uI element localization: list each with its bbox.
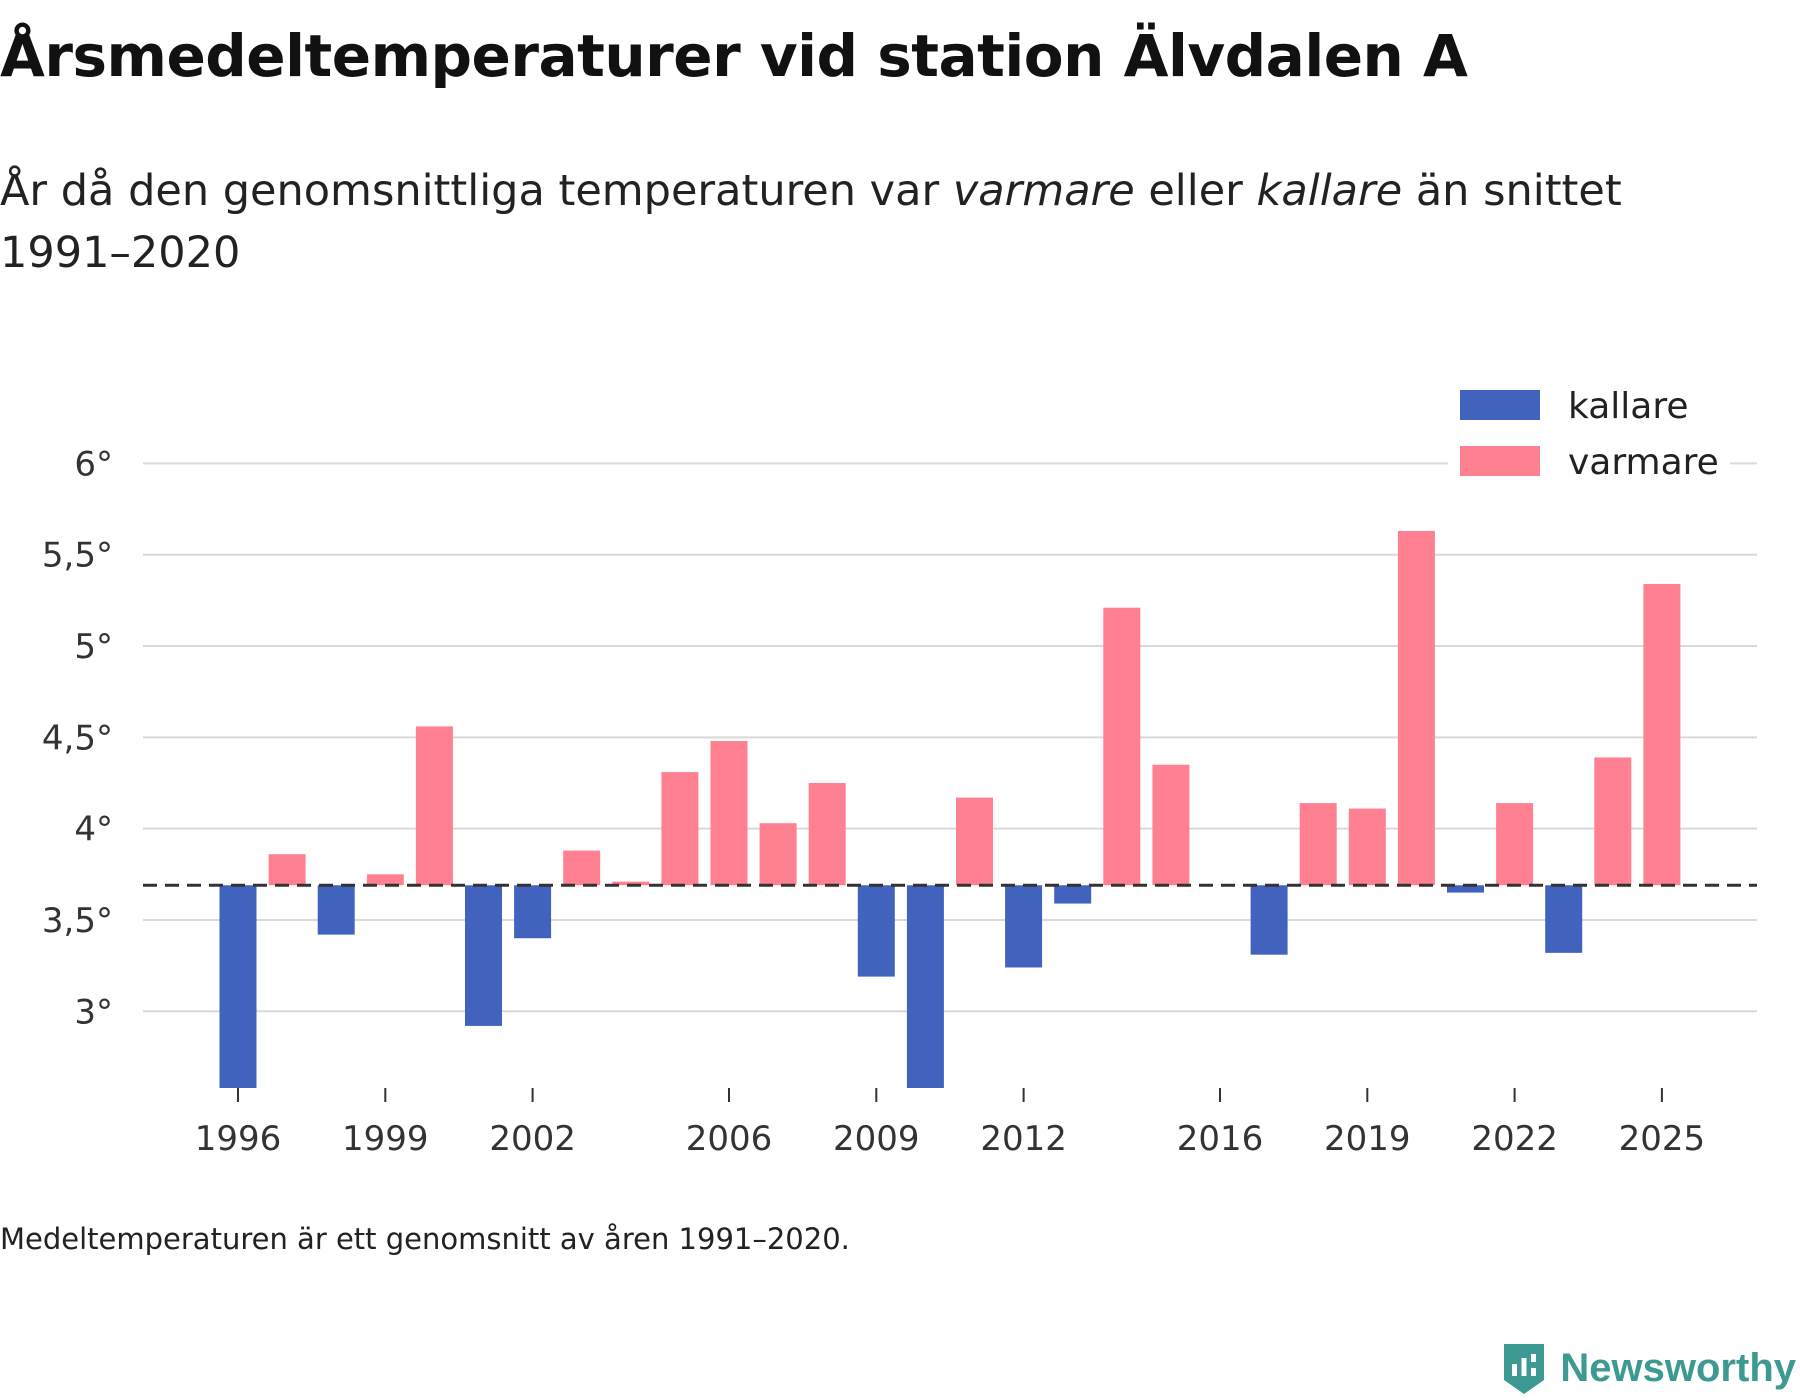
x-tick-label: 2002 bbox=[489, 1119, 576, 1159]
bars bbox=[219, 530, 1681, 1088]
bar-1999 bbox=[366, 874, 404, 886]
bar-2011 bbox=[956, 797, 993, 886]
brand-name: Newsworthy bbox=[1560, 1345, 1796, 1390]
bar-2006 bbox=[710, 740, 748, 886]
y-tick-label: 5° bbox=[74, 627, 113, 667]
newsworthy-logo: Newsworthy bbox=[1500, 1340, 1796, 1396]
bar-2007 bbox=[759, 823, 797, 886]
chart-title: Årsmedeltemperaturer vid station Älvdale… bbox=[0, 22, 1468, 90]
bar-2017 bbox=[1250, 885, 1288, 955]
bar-2025 bbox=[1643, 583, 1681, 886]
legend: kallare varmare bbox=[1448, 382, 1730, 494]
y-tick-label: 6° bbox=[74, 444, 113, 484]
x-tick-label: 2025 bbox=[1619, 1119, 1706, 1159]
y-axis-labels: 3° 3,5° 4° 4,5° 5° 5,5° 6° bbox=[42, 444, 113, 1032]
subtitle-cold-word: kallare bbox=[1256, 166, 1403, 216]
chart-subtitle: År då den genomsnittliga temperaturen va… bbox=[0, 160, 1700, 284]
bar-2000 bbox=[415, 726, 453, 886]
x-tick-label: 2006 bbox=[686, 1119, 773, 1159]
footnote: Medeltemperaturen är ett genomsnitt av å… bbox=[0, 1222, 850, 1256]
bar-2020 bbox=[1397, 530, 1435, 886]
bar-2008 bbox=[808, 783, 846, 886]
bar-2013 bbox=[1054, 885, 1092, 904]
bar-2018 bbox=[1299, 803, 1337, 886]
bar-1996 bbox=[219, 885, 257, 1088]
bar-1998 bbox=[317, 885, 355, 935]
bar-2012 bbox=[1005, 885, 1043, 968]
bar-2001 bbox=[465, 885, 502, 1026]
legend-label-kallare: kallare bbox=[1568, 386, 1689, 427]
x-tick-label: 1999 bbox=[342, 1119, 429, 1159]
bar-2010 bbox=[906, 885, 944, 1088]
legend-swatch-varmare bbox=[1460, 446, 1540, 476]
y-tick-label: 3,5° bbox=[42, 901, 113, 941]
bar-2024 bbox=[1594, 757, 1632, 886]
x-tick-label: 2019 bbox=[1324, 1119, 1411, 1159]
subtitle-part-2: eller bbox=[1134, 166, 1257, 216]
gridlines bbox=[143, 462, 1757, 1013]
bar-2005 bbox=[661, 772, 699, 886]
bar-2003 bbox=[563, 850, 601, 886]
subtitle-part-3: än snittet 1991–2020 bbox=[0, 166, 1622, 278]
x-axis-ticks: 1996 1999 2002 2006 2009 2012 2016 2019 2022 2025 bbox=[195, 1088, 1705, 1159]
bar-2023 bbox=[1545, 885, 1583, 953]
y-tick-label: 3° bbox=[74, 992, 113, 1032]
legend-label-varmare: varmare bbox=[1568, 442, 1719, 483]
y-tick-label: 4° bbox=[74, 810, 113, 850]
y-tick-label: 5,5° bbox=[42, 536, 113, 576]
bar-2002 bbox=[514, 885, 552, 939]
bar-2009 bbox=[857, 885, 895, 977]
bar-2019 bbox=[1348, 808, 1386, 886]
y-tick-label: 4,5° bbox=[42, 718, 113, 758]
subtitle-part-1: År då den genomsnittliga temperaturen va… bbox=[0, 166, 953, 216]
bar-1997 bbox=[268, 854, 306, 886]
bar-2014 bbox=[1103, 607, 1141, 886]
subtitle-warm-word: varmare bbox=[952, 166, 1135, 216]
bar-2021 bbox=[1447, 885, 1484, 893]
x-tick-label: 2012 bbox=[980, 1119, 1067, 1159]
x-tick-label: 1996 bbox=[195, 1119, 282, 1159]
x-tick-label: 2016 bbox=[1177, 1119, 1264, 1159]
x-tick-label: 2009 bbox=[833, 1119, 920, 1159]
x-tick-label: 2022 bbox=[1471, 1119, 1558, 1159]
bar-chart: 3° 3,5° 4° 4,5° 5° 5,5° 6° 1996 1999 2002 2006 200… bbox=[42, 382, 1757, 1159]
bar-2022 bbox=[1496, 803, 1534, 886]
bar-2015 bbox=[1152, 764, 1190, 886]
legend-swatch-kallare bbox=[1460, 390, 1540, 420]
newsworthy-logo-icon bbox=[1504, 1344, 1545, 1394]
bar-2004 bbox=[612, 881, 650, 886]
